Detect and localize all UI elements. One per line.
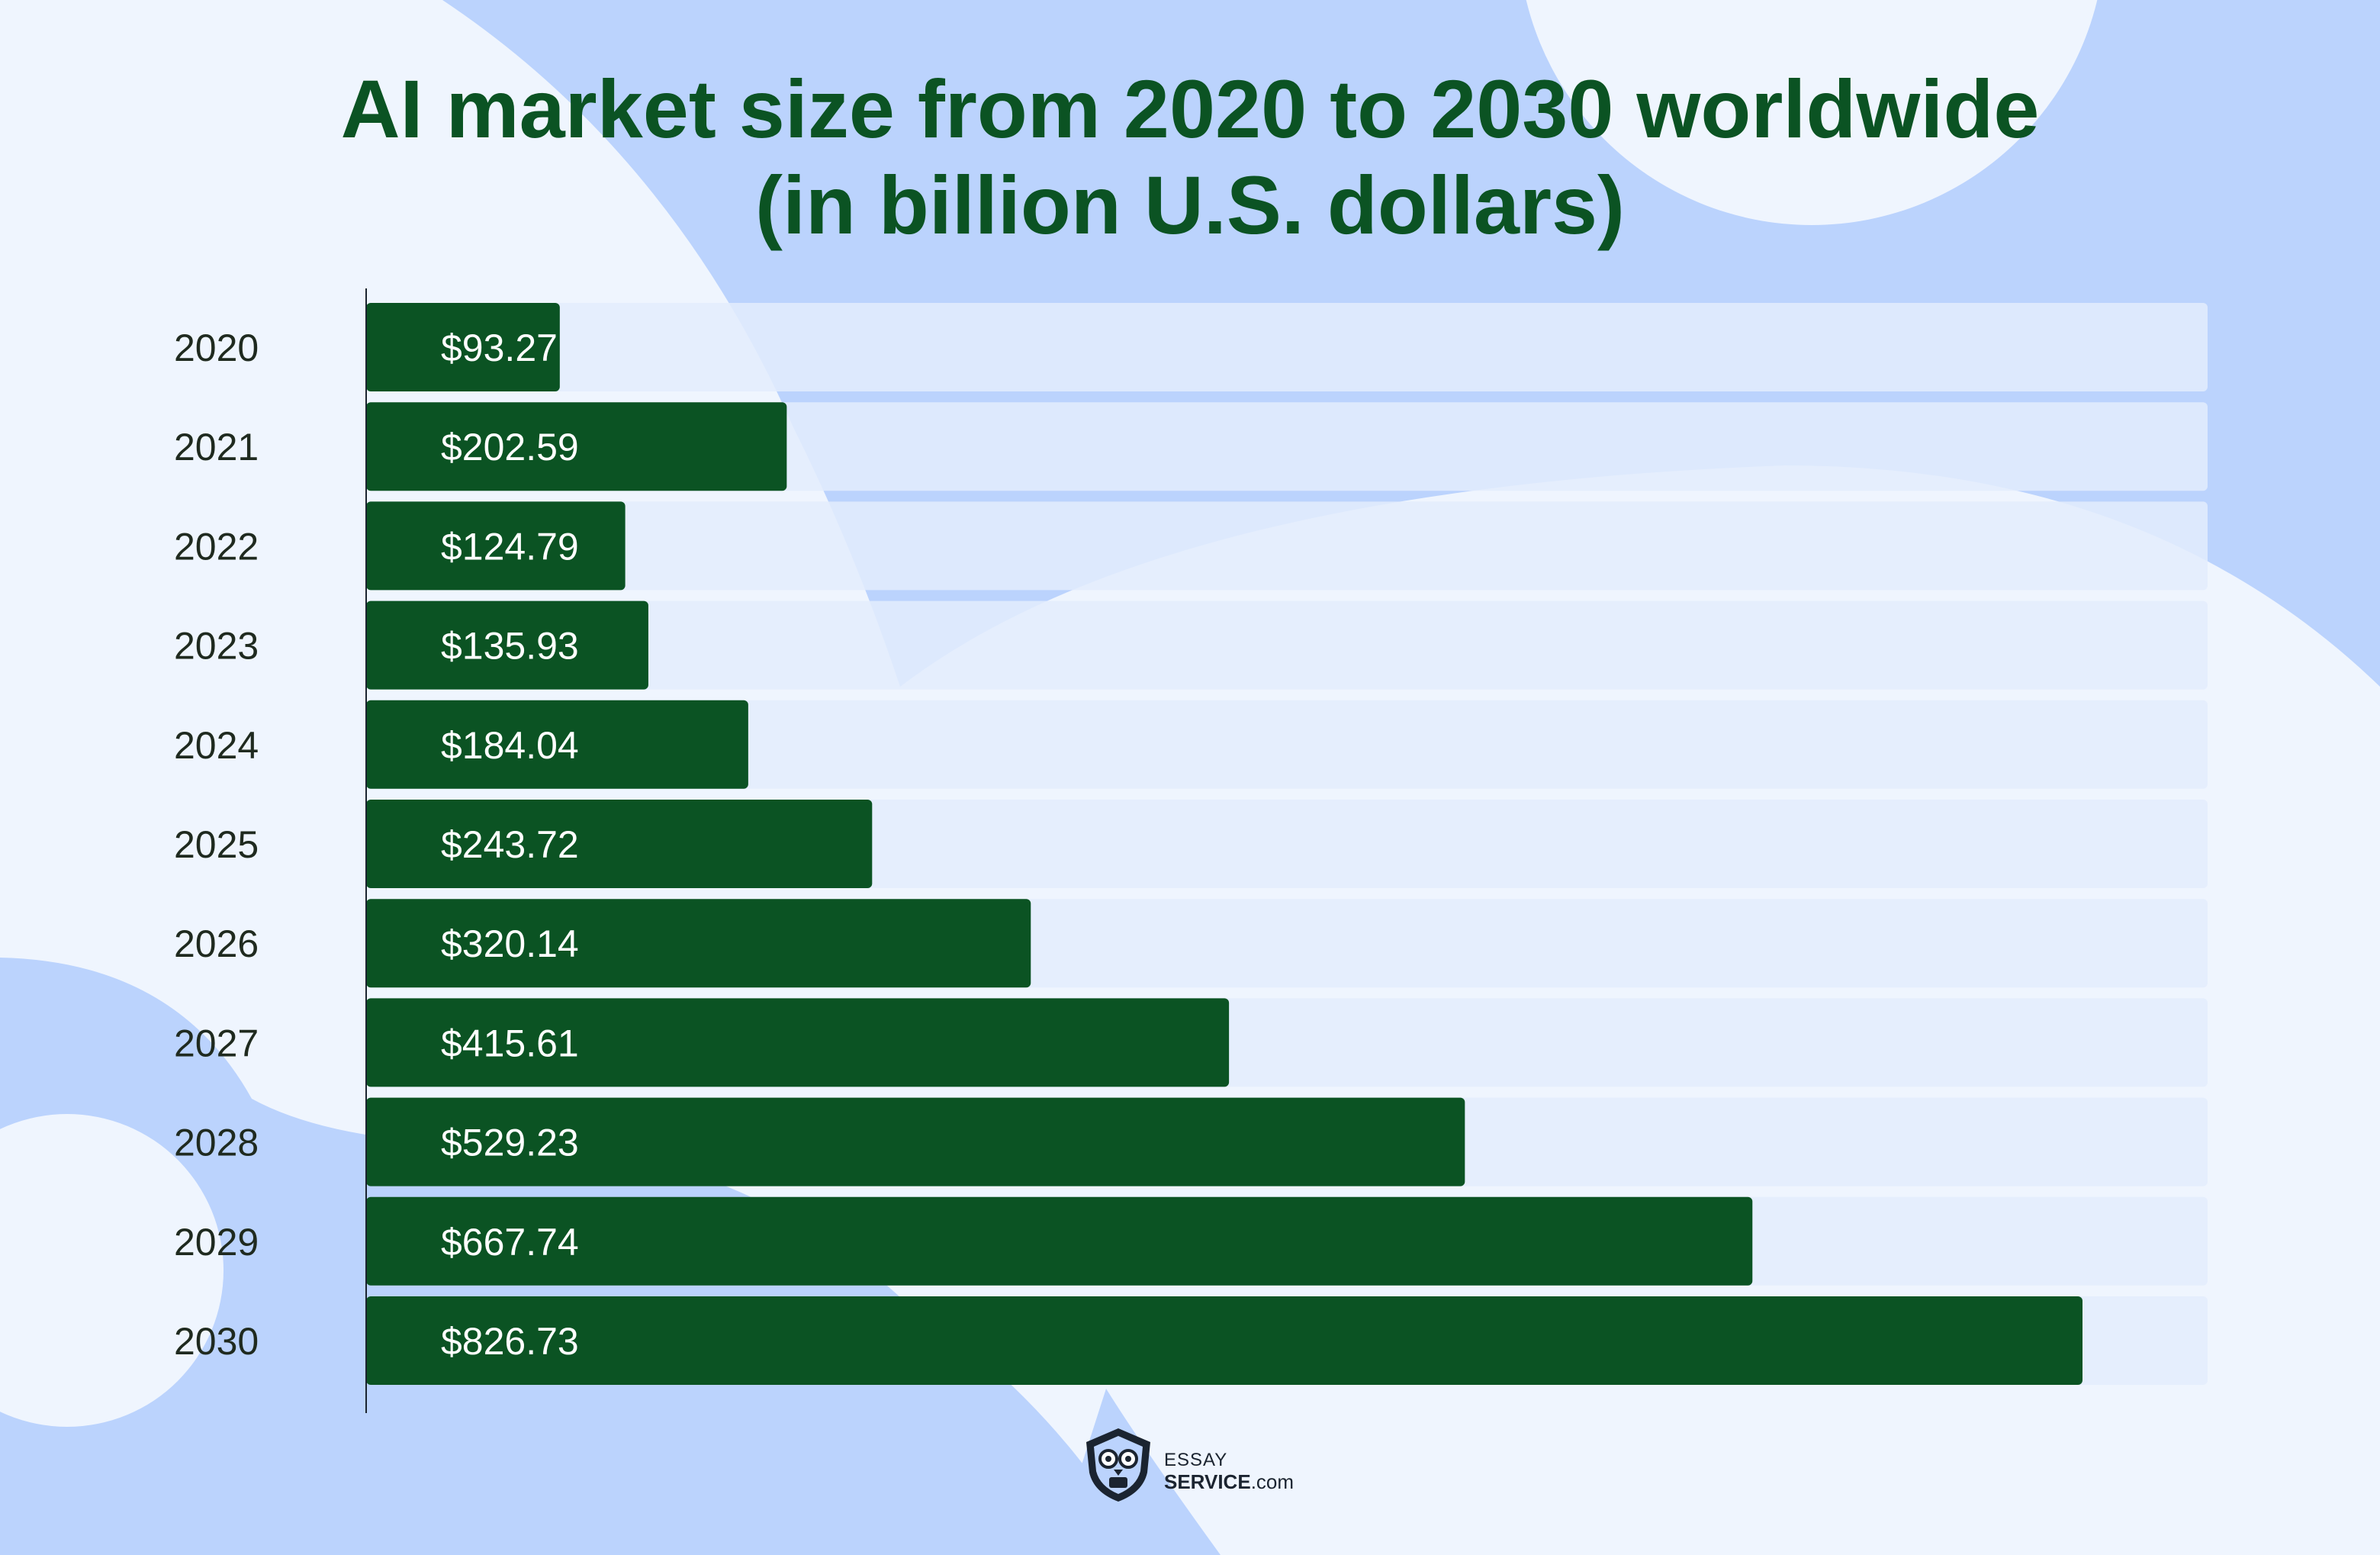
logo-text-com: .com [1250,1470,1295,1493]
bar-track-2024 [366,700,2208,789]
bar-2025 [366,800,873,888]
chart-title-line1: AI market size from 2020 to 2030 worldwi… [340,63,2040,155]
bar-2020 [366,303,560,391]
bar-track-2021 [366,402,2208,491]
category-label-2029: 2029 [174,1221,259,1264]
bar-track-2020 [366,303,2208,391]
value-label-2021: $202.59 [441,426,579,468]
bar-2030 [366,1296,2082,1385]
bar-track-2023 [366,600,2208,690]
background-circle-top-right [1526,0,2098,225]
chart-title-line2: (in billion U.S. dollars) [754,159,1625,251]
background-circle-bottom-left [0,1114,224,1427]
bar-2028 [366,1097,1465,1186]
category-label-2026: 2026 [174,922,259,965]
category-label-2022: 2022 [174,525,259,568]
value-label-2020: $93.27 [441,327,558,369]
category-label-2023: 2023 [174,625,259,668]
value-label-2024: $184.04 [441,724,579,767]
category-label-2025: 2025 [174,823,259,866]
bar-2024 [366,700,748,789]
value-label-2026: $320.14 [441,922,579,965]
category-label-2028: 2028 [174,1122,259,1164]
value-label-2022: $124.79 [441,525,579,568]
value-label-2025: $243.72 [441,823,579,866]
owl-shield-icon [1086,1428,1150,1502]
bar-2021 [366,402,787,491]
logo-text-essay: ESSAY [1164,1450,1228,1470]
bar-2027 [366,998,1230,1087]
value-label-2023: $135.93 [441,625,579,668]
chart-title: AI market size from 2020 to 2030 worldwi… [0,61,2380,253]
bar-2029 [366,1196,1753,1286]
logo-text-service: SERVICE.com [1164,1471,1294,1492]
essay-service-logo: ESSAY SERVICE.com [1080,1425,1309,1509]
category-label-2030: 2030 [174,1320,259,1363]
value-label-2028: $529.23 [441,1122,579,1164]
bar-2022 [366,501,626,591]
category-label-2024: 2024 [174,724,259,767]
bar-track-2022 [366,501,2208,591]
category-label-2021: 2021 [174,426,259,468]
bar-2023 [366,600,648,690]
value-label-2027: $415.61 [441,1022,579,1064]
value-label-2029: $667.74 [441,1221,579,1264]
category-label-2020: 2020 [174,327,259,369]
logo-text-service-bold: SERVICE [1164,1470,1251,1493]
bar-2026 [366,899,1031,988]
value-label-2030: $826.73 [441,1320,579,1363]
category-label-2027: 2027 [174,1022,259,1064]
